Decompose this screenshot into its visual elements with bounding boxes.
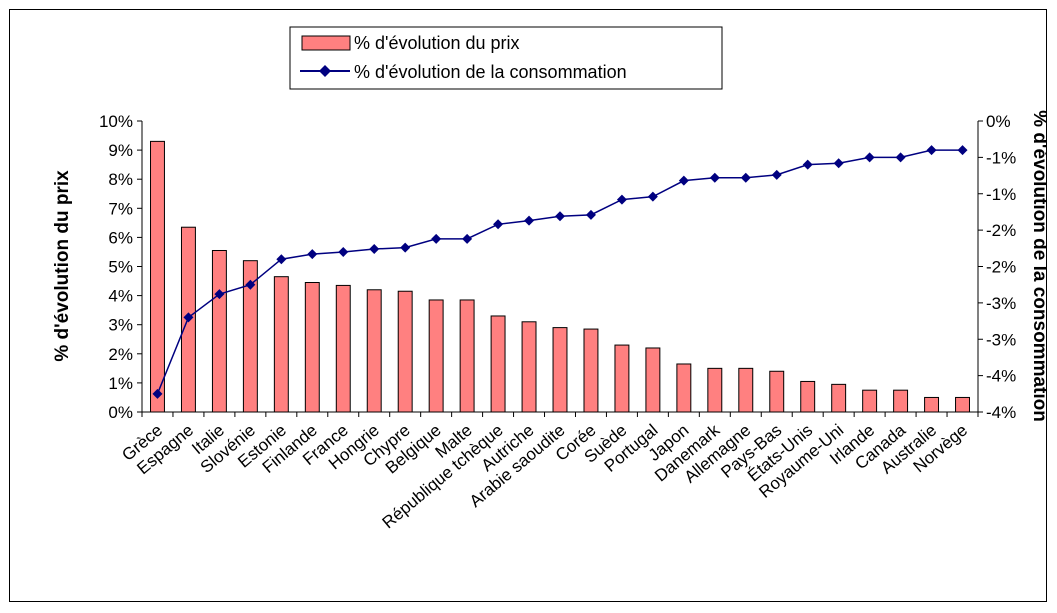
bar-price (304, 282, 320, 413)
point-consumption (493, 219, 504, 230)
bar-price (831, 383, 847, 413)
legend: % d'évolution du prix % d'évolution de l… (289, 26, 723, 90)
bar-price (924, 396, 940, 413)
y-left-tick-label: 5% (108, 258, 133, 277)
bar-price (707, 367, 723, 413)
bar-price (583, 328, 599, 413)
bar-price (397, 290, 413, 413)
bar-price (862, 389, 878, 413)
point-consumption (895, 152, 906, 163)
y-left-tick-label: 7% (108, 199, 133, 218)
y-left-tick-label: 9% (108, 141, 133, 160)
point-consumption (400, 242, 411, 253)
bar-price (428, 299, 444, 413)
bar-price (366, 289, 382, 413)
bar-price (211, 249, 227, 413)
point-consumption (585, 209, 596, 220)
bars-layer (150, 140, 970, 413)
y-right-tick-label: 0% (986, 112, 1011, 131)
point-consumption (524, 215, 535, 226)
point-consumption (431, 233, 442, 244)
bar-price (490, 315, 506, 413)
point-consumption (864, 152, 875, 163)
point-consumption (307, 249, 318, 260)
point-consumption (152, 388, 163, 399)
point-consumption (245, 279, 256, 290)
y-left-tick-label: 0% (108, 403, 133, 422)
y-right-tick-label: -3% (986, 294, 1016, 313)
point-consumption (555, 211, 565, 222)
point-consumption (616, 194, 627, 205)
point-consumption (338, 246, 349, 257)
y-left-tick-label: 10% (99, 112, 133, 131)
point-consumption (276, 254, 287, 265)
point-consumption (369, 244, 380, 255)
point-consumption (183, 312, 194, 323)
chart-frame: 0% 1% 2% 3% 4% 5% 6% 7% 8% 9% 10% -4% -4% -3% -3% -2% -2… (9, 9, 1047, 602)
point-consumption (678, 175, 689, 186)
legend-box (289, 26, 723, 90)
y-right-tick-label: -1% (986, 185, 1016, 204)
legend-label-consumption: % d'évolution de la consommation (354, 62, 627, 82)
point-consumption (462, 233, 473, 244)
bar-price (955, 396, 970, 413)
bar-price (242, 260, 258, 413)
point-consumption (802, 159, 813, 170)
bar-price (676, 363, 692, 413)
legend-marker-diamond (319, 65, 331, 77)
bar-price (645, 347, 661, 413)
y-right-tick-label: -2% (986, 221, 1016, 240)
y-axis-right-title: % d'évolution de la consommation (1029, 110, 1046, 422)
point-consumption (740, 172, 751, 183)
y-left-tick-label: 1% (108, 374, 133, 393)
y-right-tick-label: -3% (986, 330, 1016, 349)
legend-swatch-price (301, 35, 351, 51)
axes-layer: 0% 1% 2% 3% 4% 5% 6% 7% 8% 9% 10% -4% -4% -3% -3% -2% -2… (99, 112, 1016, 422)
y-left-tick-label: 4% (108, 287, 133, 306)
y-right-tick-label: -4% (986, 367, 1016, 386)
y-right-tick-label: -1% (986, 148, 1016, 167)
bar-price (459, 299, 475, 413)
y-left-tick-label: 6% (108, 228, 133, 247)
y-right-tick-label: -4% (986, 403, 1016, 422)
bar-price (521, 321, 537, 413)
y-axis-left-title: % d'évolution du prix (52, 170, 73, 362)
bar-price (769, 370, 785, 413)
bar-price (614, 344, 630, 413)
point-consumption (647, 191, 658, 202)
bar-price (273, 276, 289, 413)
y-right-tick-label: -2% (986, 258, 1016, 277)
point-consumption (709, 172, 720, 183)
bar-price (800, 380, 816, 413)
x-tick-labels: GrèceEspagneItalieSlovénieEstonieFinland… (118, 420, 971, 532)
point-consumption (771, 169, 782, 180)
y-left-tick-label: 2% (108, 345, 133, 364)
combo-chart: 0% 1% 2% 3% 4% 5% 6% 7% 8% 9% 10% -4% -4% -3% -3% -2% -2… (52, 26, 1046, 532)
bar-price (893, 389, 909, 413)
legend-label-price: % d'évolution du prix (354, 33, 520, 53)
point-consumption (833, 158, 844, 169)
point-consumption (214, 289, 225, 300)
bar-price (150, 140, 165, 413)
point-consumption (926, 145, 937, 156)
line-layer (152, 145, 968, 399)
bar-price (335, 284, 351, 413)
bar-price (738, 367, 754, 413)
y-left-tick-label: 3% (108, 316, 133, 335)
point-consumption (957, 145, 968, 156)
bar-price (552, 327, 568, 413)
y-left-tick-label: 8% (108, 170, 133, 189)
